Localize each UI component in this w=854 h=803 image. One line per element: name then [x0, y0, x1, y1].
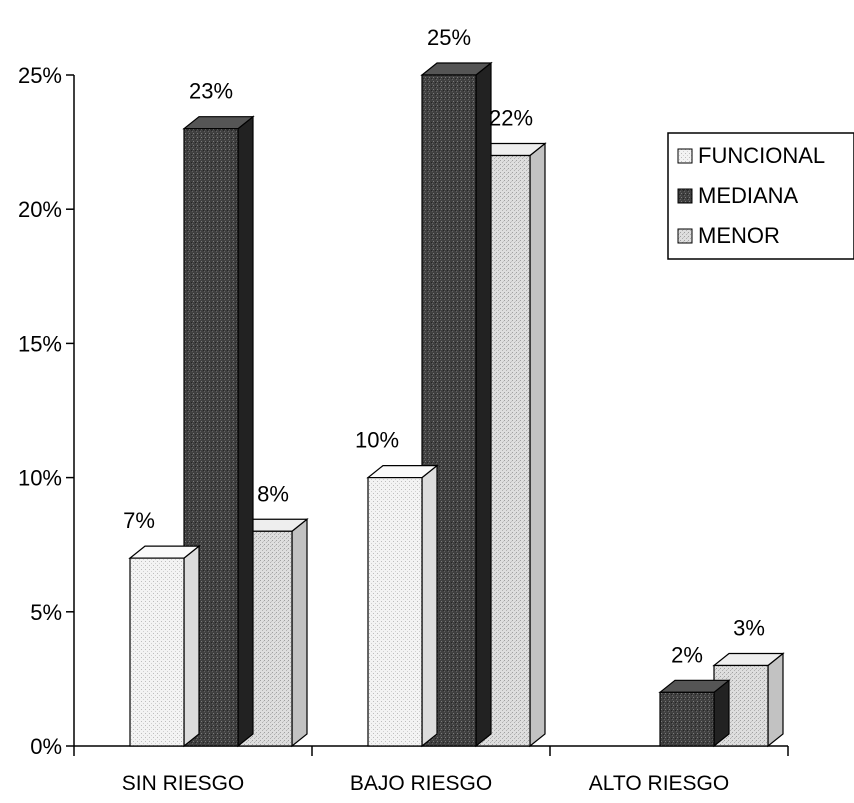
data-label-menor: 8% [257, 481, 289, 506]
chart-bars [128, 61, 785, 748]
y-tick-label: 5% [30, 600, 62, 625]
y-tick-label: 0% [30, 734, 62, 759]
legend-frame [667, 132, 854, 260]
bar-mediana [182, 115, 255, 748]
legend-item-mediana: MEDIANA [677, 183, 799, 208]
chart-data-labels: 7% 23% 8% 10% 25% 22% 2% 3% [123, 25, 765, 667]
x-tick-label: BAJO RIESGO [350, 772, 492, 795]
chart-legend: FUNCIONAL MEDIANA MENOR [667, 132, 854, 260]
legend-label: MENOR [698, 223, 780, 248]
y-tick-label: 20% [18, 197, 62, 222]
y-tick-label: 10% [18, 466, 62, 491]
x-tick-label: SIN RIESGO [122, 772, 245, 795]
data-label-menor: 22% [489, 106, 533, 131]
legend-item-funcional: FUNCIONAL [677, 143, 825, 168]
bar-funcional [366, 464, 439, 748]
y-tick-label: 25% [18, 63, 62, 88]
bar-mediana [658, 679, 731, 748]
legend-swatch [677, 228, 693, 244]
data-label-menor: 3% [733, 615, 765, 640]
chart-axes: 0% 5% 10% 15% 20% 25% SIN RIESGO BAJO RIESGO ALT… [18, 63, 789, 795]
data-label-funcional: 7% [123, 508, 155, 533]
data-label-mediana: 2% [671, 642, 703, 667]
legend-swatch [677, 148, 693, 164]
data-label-mediana: 25% [427, 25, 471, 50]
legend-label: MEDIANA [698, 183, 799, 208]
bar-funcional [128, 544, 201, 748]
data-label-mediana: 23% [189, 79, 233, 104]
legend-item-menor: MENOR [677, 223, 780, 248]
y-tick-label: 15% [18, 331, 62, 356]
x-tick-label: ALTO RIESGO [589, 772, 729, 795]
legend-swatch [677, 188, 693, 204]
legend-label: FUNCIONAL [698, 143, 825, 168]
data-label-funcional: 10% [355, 428, 399, 453]
